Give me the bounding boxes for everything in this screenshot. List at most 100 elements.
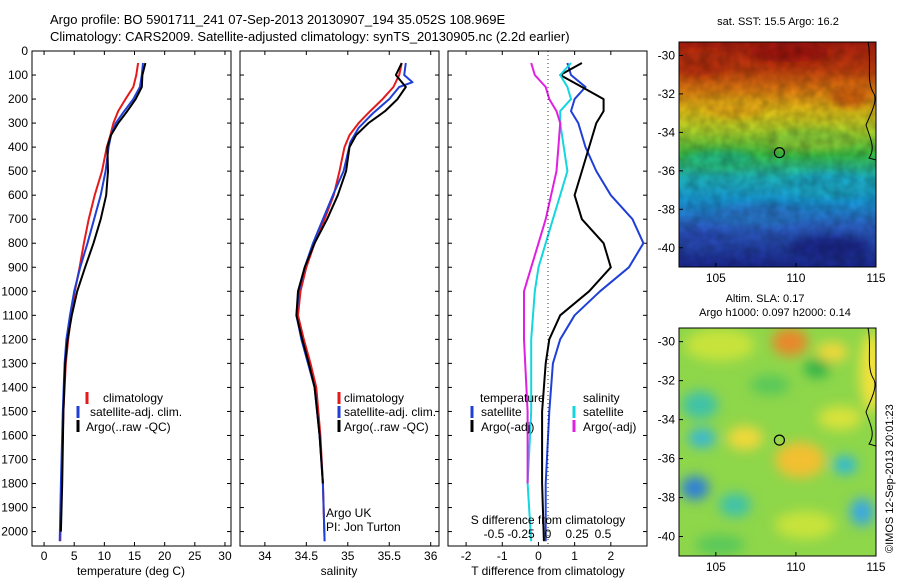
series-line-temperature-satellite xyxy=(544,62,645,542)
series-line-argo-raw-qc xyxy=(59,62,147,532)
x-tick-label: 15 xyxy=(128,549,142,563)
salinity-profiles xyxy=(295,62,414,542)
lat-tick-label: -40 xyxy=(658,530,676,544)
lat-tick-label: -34 xyxy=(658,413,676,427)
depth-tick-label: 600 xyxy=(8,188,28,202)
imos-timestamp: ©IMOS 12-Sep-2013 20:01:23 xyxy=(884,404,896,553)
x-tick-label: -2 xyxy=(461,549,472,563)
legend-label-satellite-adj: satellite-adj. clim. xyxy=(90,405,182,419)
lat-tick-label: -30 xyxy=(658,335,676,349)
sla-patch xyxy=(682,391,718,419)
depth-tick-label: 2000 xyxy=(1,525,28,539)
s-tick-label: -0.25 xyxy=(507,527,535,541)
lon-tick-label: 110 xyxy=(786,271,805,285)
legend-label-argo: Argo(..raw -QC) xyxy=(344,420,429,434)
lat-tick-label: -32 xyxy=(658,374,676,388)
lat-tick-label: -36 xyxy=(658,452,676,466)
sla-map-subtitle: Argo h1000: 0.097 h2000: 0.14 xyxy=(699,307,851,319)
x-tick-label: 36 xyxy=(424,549,438,563)
x-tick-label: 10 xyxy=(98,549,112,563)
depth-tick-label: 400 xyxy=(8,140,28,154)
lat-tick-label: -32 xyxy=(658,87,676,101)
salinity-legend: climatology satellite-adj. clim. Argo(..… xyxy=(337,391,436,434)
x-tick-label: 2 xyxy=(607,549,614,563)
sla-patch xyxy=(775,511,835,539)
figure-title-line1: Argo profile: BO 5901711_241 07-Sep-2013… xyxy=(50,12,505,27)
depth-tick-label: 100 xyxy=(8,68,28,82)
lat-tick-label: -30 xyxy=(658,48,676,62)
x-tick-label: 20 xyxy=(158,549,172,563)
depth-tick-label: 0 xyxy=(21,44,28,58)
sla-patch xyxy=(833,456,857,474)
series-line-salinity-argo-adj xyxy=(523,62,562,484)
salinity-panel-frame xyxy=(239,50,440,547)
sla-patch xyxy=(695,535,745,555)
sla-patch xyxy=(681,476,709,500)
sst-texture xyxy=(679,42,876,267)
depth-tick-label: 1200 xyxy=(1,332,28,346)
lat-tick-label: -38 xyxy=(658,202,676,216)
t-difference-axis-label: T difference from climatology xyxy=(471,564,625,578)
sst-map xyxy=(679,42,876,267)
series-line-satellite-adj-clim xyxy=(295,62,414,542)
sla-patch xyxy=(816,342,848,362)
sla-patch xyxy=(772,328,808,356)
legend-label-satellite-adj: satellite-adj. clim. xyxy=(344,405,436,419)
depth-tick-label: 1400 xyxy=(1,380,28,394)
x-tick-label: 25 xyxy=(188,549,202,563)
x-tick-label: 0 xyxy=(41,549,48,563)
depth-tick-label: 1000 xyxy=(1,284,28,298)
series-line-temperature-argo-adj xyxy=(541,62,612,542)
depth-tick-label: 300 xyxy=(8,116,28,130)
lon-tick-label: 115 xyxy=(866,271,885,285)
s-tick-label: 0.5 xyxy=(595,527,612,541)
series-line-climatology xyxy=(297,62,403,542)
temperature-axis-label: temperature (deg C) xyxy=(77,564,185,578)
s-tick-label: 0 xyxy=(545,527,552,541)
sla-patch xyxy=(685,329,755,361)
lon-tick-label: 115 xyxy=(866,560,885,574)
lat-tick-label: -36 xyxy=(658,164,676,178)
depth-tick-label: 1100 xyxy=(2,308,28,322)
lat-tick-label: -38 xyxy=(658,491,676,505)
temperature-legend: climatology satellite-adj. clim. Argo(..… xyxy=(76,391,182,434)
difference-profiles xyxy=(523,62,645,542)
legend-label-t-argo: Argo(-adj) xyxy=(481,420,534,434)
sst-map-frame xyxy=(678,41,877,268)
x-tick-label: 34.5 xyxy=(295,549,319,563)
salinity-axis-label: salinity xyxy=(321,564,358,578)
lon-tick-label: 110 xyxy=(786,560,805,574)
lat-tick-label: -34 xyxy=(658,125,676,139)
argo-float-marker xyxy=(773,147,786,159)
lat-tick-label: -40 xyxy=(658,241,676,255)
depth-tick-label: 200 xyxy=(8,92,28,106)
s-tick-label: 0.25 xyxy=(565,527,589,541)
figure-title-line2: Climatology: CARS2009. Satellite-adjuste… xyxy=(50,29,570,44)
sla-patch xyxy=(727,426,763,450)
depth-tick-label: 1800 xyxy=(1,477,28,491)
x-tick-label: -1 xyxy=(497,549,508,563)
difference-legend: temperature salinity satellite Argo(-adj… xyxy=(470,391,636,434)
sla-patch xyxy=(860,332,876,412)
legend-label-s-argo: Argo(-adj) xyxy=(583,420,636,434)
x-tick-label: 34 xyxy=(258,549,272,563)
s-difference-axis-label: S difference from climatology xyxy=(471,513,626,527)
series-line-argo-raw-qc xyxy=(295,62,407,484)
legend-header-temperature: temperature xyxy=(480,391,545,405)
s-tick-label: -0.5 xyxy=(484,527,505,541)
sla-coastline xyxy=(865,328,876,447)
temperature-axis: 0 5 10 15 20 25 30 xyxy=(41,50,232,563)
legend-label-s-satellite: satellite xyxy=(583,405,624,419)
sla-patch xyxy=(775,442,825,478)
sla-field-patches xyxy=(681,328,876,555)
sst-map-title: sat. SST: 15.5 Argo: 16.2 xyxy=(717,16,839,28)
depth-tick-label: 500 xyxy=(8,164,28,178)
salinity-axis: 34 34.5 35 35.5 36 xyxy=(240,50,439,563)
series-line-salinity-satellite xyxy=(526,62,572,542)
argo-float-marker xyxy=(773,434,786,446)
difference-panel-frame xyxy=(447,50,648,547)
x-tick-label: 0 xyxy=(535,549,542,563)
sla-patch xyxy=(750,375,790,395)
lon-tick-label: 105 xyxy=(706,271,726,285)
